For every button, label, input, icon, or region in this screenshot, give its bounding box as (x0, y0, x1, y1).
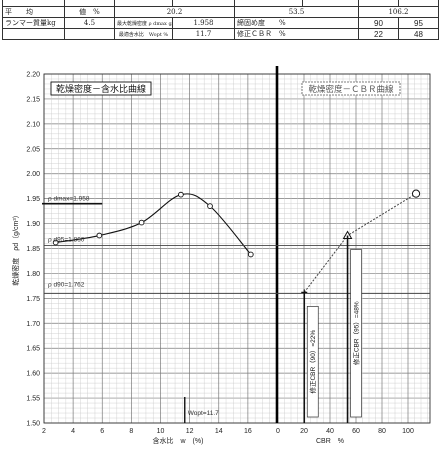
data-point (52, 239, 59, 246)
density-moisture-plot: 乾燥密度－含水比曲線 ρ dmax=1.958 ρ d95=1.860 ρ d90=1… (42, 81, 430, 423)
x-tick-label: 14 (215, 428, 223, 435)
cbr-point-circle (411, 189, 421, 198)
y-tick-label: 1.55 (26, 396, 40, 403)
y-tick-label: 2.15 (26, 96, 40, 103)
x-tick-label: 8 (129, 428, 133, 435)
data-point (207, 203, 213, 209)
chart-axes: 1.50 1.55 1.60 1.65 1.70 1.75 1.80 1.85 1.90 1.95… (11, 72, 414, 446)
cbr-chart-title: 乾燥密度－ＣＢＲ曲線 (308, 84, 394, 94)
y-tick-label: 1.85 (26, 246, 40, 253)
y-tick-label: 1.90 (26, 221, 40, 228)
y-tick-label: 2.10 (26, 121, 40, 128)
y-tick-label: 1.65 (26, 346, 40, 353)
y-tick-label: 1.70 (26, 321, 40, 328)
plot-border (43, 73, 431, 424)
y-axis-label: 乾燥密度 ρd（g/cm³） (11, 211, 20, 285)
x-tick-label: 6 (100, 428, 104, 435)
chart-title-box (50, 81, 152, 96)
data-point (247, 251, 254, 258)
cbr-tick-label: 0 (276, 428, 280, 435)
y-tick-label: 1.80 (26, 271, 40, 278)
x-tick-label: 16 (244, 428, 252, 435)
table-cell: 48 (398, 28, 439, 40)
x-tick-label: 10 (157, 428, 165, 435)
cbr-tick-label: 100 (402, 428, 414, 435)
y-tick-label: 1.50 (26, 421, 40, 428)
wopt-label: Wopt=11.7 (188, 410, 219, 417)
cbr90-label: 修正CBR（90）=22% (308, 330, 317, 394)
cbr-tick-label: 60 (352, 428, 360, 435)
data-point (96, 232, 103, 239)
x-tick-label: 4 (71, 428, 75, 435)
data-point (178, 191, 184, 198)
table-row: 平 均 値 % 20.2 53.5 106.2 (2, 6, 439, 18)
pd95-label: ρ d95=1.860 (48, 237, 85, 244)
cbr95-label-box (350, 249, 362, 418)
cbr90-label-box (306, 306, 319, 418)
y-tick-label: 1.95 (26, 196, 40, 203)
cbr95-label: 修正CBR（95）=48% (351, 301, 360, 365)
cbr-axis-label: CBR % (316, 438, 344, 445)
data-point (138, 219, 145, 226)
cbr-title-box (301, 81, 401, 96)
cbr-tick-label: 20 (300, 428, 308, 435)
y-tick-label: 2.20 (26, 72, 40, 79)
summary-table: 平 均 値 % 20.2 53.5 106.2 ランマー質量kg 4.5 最大乾… (2, 0, 439, 40)
compaction-curve (55, 193, 252, 255)
x-tick-label: 12 (186, 428, 194, 435)
y-tick-label: 1.75 (26, 296, 40, 303)
cbr-tick-label: 80 (378, 428, 386, 435)
y-tick-label: 2.05 (26, 146, 40, 153)
pdmax-label: ρ dmax=1.958 (48, 196, 90, 203)
table-row: 最適含水比 Wopt % 11.7 修正ＣＢＲ % 22 48 (2, 28, 439, 40)
x-tick-label: 2 (42, 428, 46, 435)
x-axis-label: 含水比 w (%) (152, 436, 203, 445)
chart-title: 乾燥密度－含水比曲線 (56, 83, 146, 94)
y-tick-label: 2.00 (26, 171, 40, 178)
pd90-label: ρ d90=1.762 (48, 281, 85, 288)
y-tick-label: 1.60 (26, 371, 40, 378)
chart-grid (43, 73, 431, 424)
cbr-tick-label: 40 (326, 428, 334, 435)
